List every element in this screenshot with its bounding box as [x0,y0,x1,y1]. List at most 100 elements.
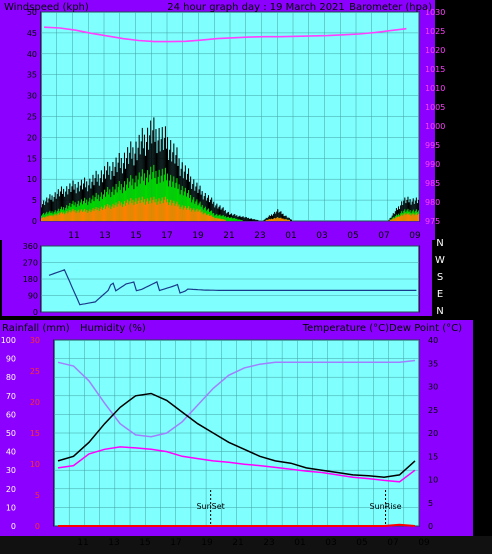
speed-bar [202,214,204,221]
speed-bar [209,216,211,221]
speed-bar [74,210,76,221]
average-bar [188,189,190,221]
speed-bar [135,198,137,221]
gust-bar [235,215,237,221]
speed-bar [101,209,103,221]
gust-bar [63,188,65,221]
wind-y-tick-label: 15 [27,154,37,163]
speed-bar [268,219,270,221]
speed-bar [117,203,119,221]
gust-bar [225,213,227,221]
average-bar [175,182,177,221]
gust-bar [285,215,287,221]
gust-bar [242,216,244,221]
speed-bar [73,211,75,221]
gust-bar [211,197,213,221]
speed-bar [122,204,124,221]
gust-bar [222,207,224,221]
gust-bar [210,199,212,221]
humidity-y-tick-label: 70 [6,392,16,401]
speed-bar [154,202,156,221]
speed-bar [275,218,277,221]
speed-bar [195,210,197,221]
speed-bar [69,210,71,221]
gust-bar [244,217,246,221]
gust-bar [251,218,253,221]
climate-x-tick-label: 09 [418,538,430,548]
gust-bar [215,205,217,221]
humidity-y-tick-label: 10 [6,503,16,512]
direction-line [48,269,417,306]
speed-bar [190,208,192,221]
baro-y-tick-label: 990 [425,160,440,169]
barometer-axis-title: Barometer (hpa) [349,2,432,13]
speed-bar [89,209,91,221]
speed-bar [116,206,118,221]
speed-bar [415,213,417,221]
speed-bar [77,209,79,221]
gust-bar [224,210,226,221]
gust-bar [264,218,266,221]
direction-y-tick-label: 360 [23,242,38,251]
gust-bar [68,188,70,221]
average-bar [184,187,186,221]
baro-y-tick-label: 1015 [425,65,445,74]
speed-bar [171,205,173,221]
speed-bar [87,212,89,221]
speed-bar [169,202,171,221]
average-bar [230,217,232,221]
speed-bar [402,215,404,221]
speed-bar [113,207,115,221]
speed-bar [68,211,70,221]
speed-bar [404,213,406,221]
speed-bar [407,212,409,221]
speed-bar [183,207,185,221]
speed-bar [112,203,114,221]
speed-bar [399,217,401,221]
average-bar [232,218,234,221]
speed-bar [125,205,127,221]
average-bar [173,176,175,221]
gust-bar [51,195,53,221]
sunrise-label: SunRise [369,502,401,511]
speed-bar [144,204,146,221]
speed-bar [52,216,54,221]
gust-bar [212,203,214,221]
average-bar [138,172,140,221]
climate-x-tick-label: 03 [325,538,336,548]
speed-bar [181,205,183,221]
gust-bar [65,191,67,221]
gust-bar [209,202,211,221]
average-bar [226,217,228,221]
baro-y-tick-label: 1000 [425,122,445,131]
gust-bar [48,198,50,221]
speed-bar [405,215,407,221]
average-bar [238,219,240,221]
average-bar [218,215,220,221]
speed-bar [174,205,176,221]
speed-bar [389,219,391,221]
average-bar [183,191,185,221]
gust-bar [411,201,413,221]
gust-bar [281,214,283,221]
rain-y-tick-label: 20 [30,398,40,407]
gust-bar [247,217,249,221]
speed-bar [284,219,286,221]
speed-bar [58,214,60,221]
speed-bar [210,215,212,221]
speed-bar [94,209,96,221]
speed-bar [269,219,271,221]
climate-x-tick-label: 21 [232,538,243,548]
speed-bar [224,219,226,221]
average-bar [146,177,148,221]
average-bar [172,181,174,221]
gust-bar [388,219,390,221]
gust-bar [220,209,222,221]
speed-bar [395,216,397,221]
gust-bar [56,193,58,221]
speed-bar [106,206,108,221]
speed-bar [118,201,120,221]
speed-bar [281,218,283,221]
average-bar [115,183,117,221]
speed-bar [161,197,163,221]
